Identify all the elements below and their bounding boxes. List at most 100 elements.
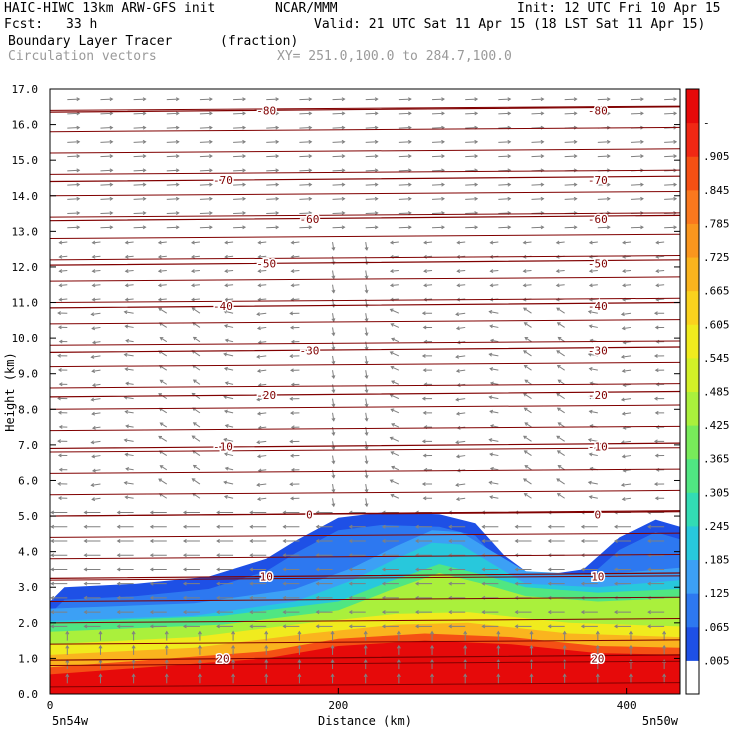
circulation-vector — [332, 169, 345, 172]
circulation-vector-head — [164, 659, 169, 663]
circulation-vector — [424, 241, 433, 244]
circulation-vector — [390, 255, 399, 258]
circulation-vector-head — [158, 435, 163, 440]
y-tick-label: 2.0 — [18, 617, 38, 630]
circulation-vector-head — [191, 283, 195, 288]
circulation-vector — [299, 155, 312, 158]
circulation-vector — [622, 412, 632, 415]
circulation-vector-head — [149, 610, 154, 615]
circulation-vector — [299, 212, 312, 215]
circulation-vector-head — [523, 393, 527, 397]
circulation-vector — [124, 396, 134, 400]
colorbar-swatch — [686, 89, 699, 124]
circulation-vector-head — [524, 336, 529, 341]
isotherm-minor-line — [50, 297, 680, 304]
circulation-vector-head — [374, 182, 379, 187]
circulation-vector-head — [223, 366, 228, 371]
circulation-vector — [623, 383, 632, 386]
circulation-vector-head — [315, 624, 320, 629]
circulation-vector — [59, 270, 68, 272]
circulation-vector-head — [131, 659, 136, 663]
y-tick-label: 13.0 — [12, 225, 39, 238]
circulation-vector-head — [58, 254, 63, 259]
circulation-vector — [456, 312, 466, 315]
circulation-vector-head — [540, 225, 545, 230]
circulation-vector-head — [621, 454, 626, 459]
circulation-vector-head — [242, 154, 247, 159]
circulation-vector-head — [489, 495, 494, 500]
circulation-vector — [199, 183, 212, 186]
circulation-vector-head — [614, 567, 618, 572]
circulation-vector-head — [123, 310, 128, 315]
circulation-vector-head — [209, 196, 213, 201]
circulation-vector — [621, 440, 632, 444]
circulation-vector-head — [289, 311, 294, 316]
circulation-vector-head — [455, 326, 460, 331]
y-tick-label: 14.0 — [12, 190, 39, 203]
circulation-vector-head — [331, 432, 336, 436]
circulation-vector-head — [391, 465, 396, 470]
isotherm-minor-line — [50, 639, 680, 645]
circulation-vector-head — [224, 466, 229, 471]
circulation-vector-head — [407, 211, 412, 216]
circulation-vector-head — [242, 225, 247, 230]
circulation-vector-head — [124, 409, 129, 414]
x-end-location: 5n50w — [642, 714, 679, 728]
circulation-vector-head — [116, 595, 121, 600]
circulation-vector — [225, 467, 234, 471]
circulation-vector-head — [90, 312, 95, 317]
circulation-vector — [160, 379, 168, 385]
circulation-vector — [365, 498, 368, 507]
circulation-vector-head — [640, 111, 644, 116]
circulation-vector-head — [421, 482, 426, 487]
isotherm-minor-line — [50, 532, 680, 538]
circulation-vector — [225, 382, 234, 385]
circulation-vector-head — [364, 389, 369, 394]
circulation-vector-head — [282, 581, 287, 586]
circulation-vector — [432, 212, 445, 215]
circulation-vector — [589, 284, 598, 287]
circulation-vector-head — [556, 450, 561, 454]
circulation-vector-head — [620, 312, 625, 317]
circulation-vector-head — [98, 644, 103, 649]
circulation-vector — [299, 183, 312, 186]
circulation-vector — [558, 379, 565, 385]
circulation-vector — [391, 366, 400, 371]
isotherm-minor-line — [50, 468, 680, 474]
x-tick-label: 0 — [47, 699, 54, 712]
colorbar-label: .725 — [703, 251, 730, 264]
circulation-vector — [621, 398, 632, 401]
circulation-vector-head — [662, 644, 667, 649]
circulation-vector-head — [149, 510, 154, 515]
circulation-vector-head — [242, 196, 247, 201]
colorbar-label: .545 — [703, 352, 730, 365]
circulation-vector-head — [654, 453, 659, 458]
circulation-vector-head — [556, 478, 561, 482]
circulation-vector — [233, 112, 246, 115]
circulation-vector-head — [289, 482, 294, 487]
circulation-vector-head — [182, 538, 187, 543]
circulation-vector-head — [562, 644, 567, 649]
circulation-vector-head — [264, 673, 269, 678]
circulation-vector — [266, 127, 279, 129]
circulation-vector — [556, 435, 565, 442]
circulation-vector — [332, 127, 345, 129]
circulation-vector-head — [489, 240, 494, 245]
circulation-vector-head — [653, 482, 658, 487]
circulation-vector-head — [223, 494, 228, 499]
circulation-vector-head — [223, 309, 228, 314]
y-tick-label: 7.0 — [18, 439, 38, 452]
circulation-vector-head — [256, 497, 261, 501]
circulation-vector — [424, 270, 433, 272]
circulation-vector-head — [555, 297, 560, 302]
circulation-vector-head — [647, 581, 651, 586]
circulation-vector-head — [257, 240, 262, 245]
circulation-vector-head — [297, 644, 302, 649]
circulation-vector-head — [282, 595, 287, 600]
circulation-vector-head — [290, 339, 295, 344]
circulation-vector — [556, 270, 565, 272]
circulation-vector — [630, 112, 643, 115]
circulation-vector-head — [606, 196, 611, 201]
circulation-vector — [557, 322, 565, 328]
circulation-vector-head — [224, 423, 229, 428]
